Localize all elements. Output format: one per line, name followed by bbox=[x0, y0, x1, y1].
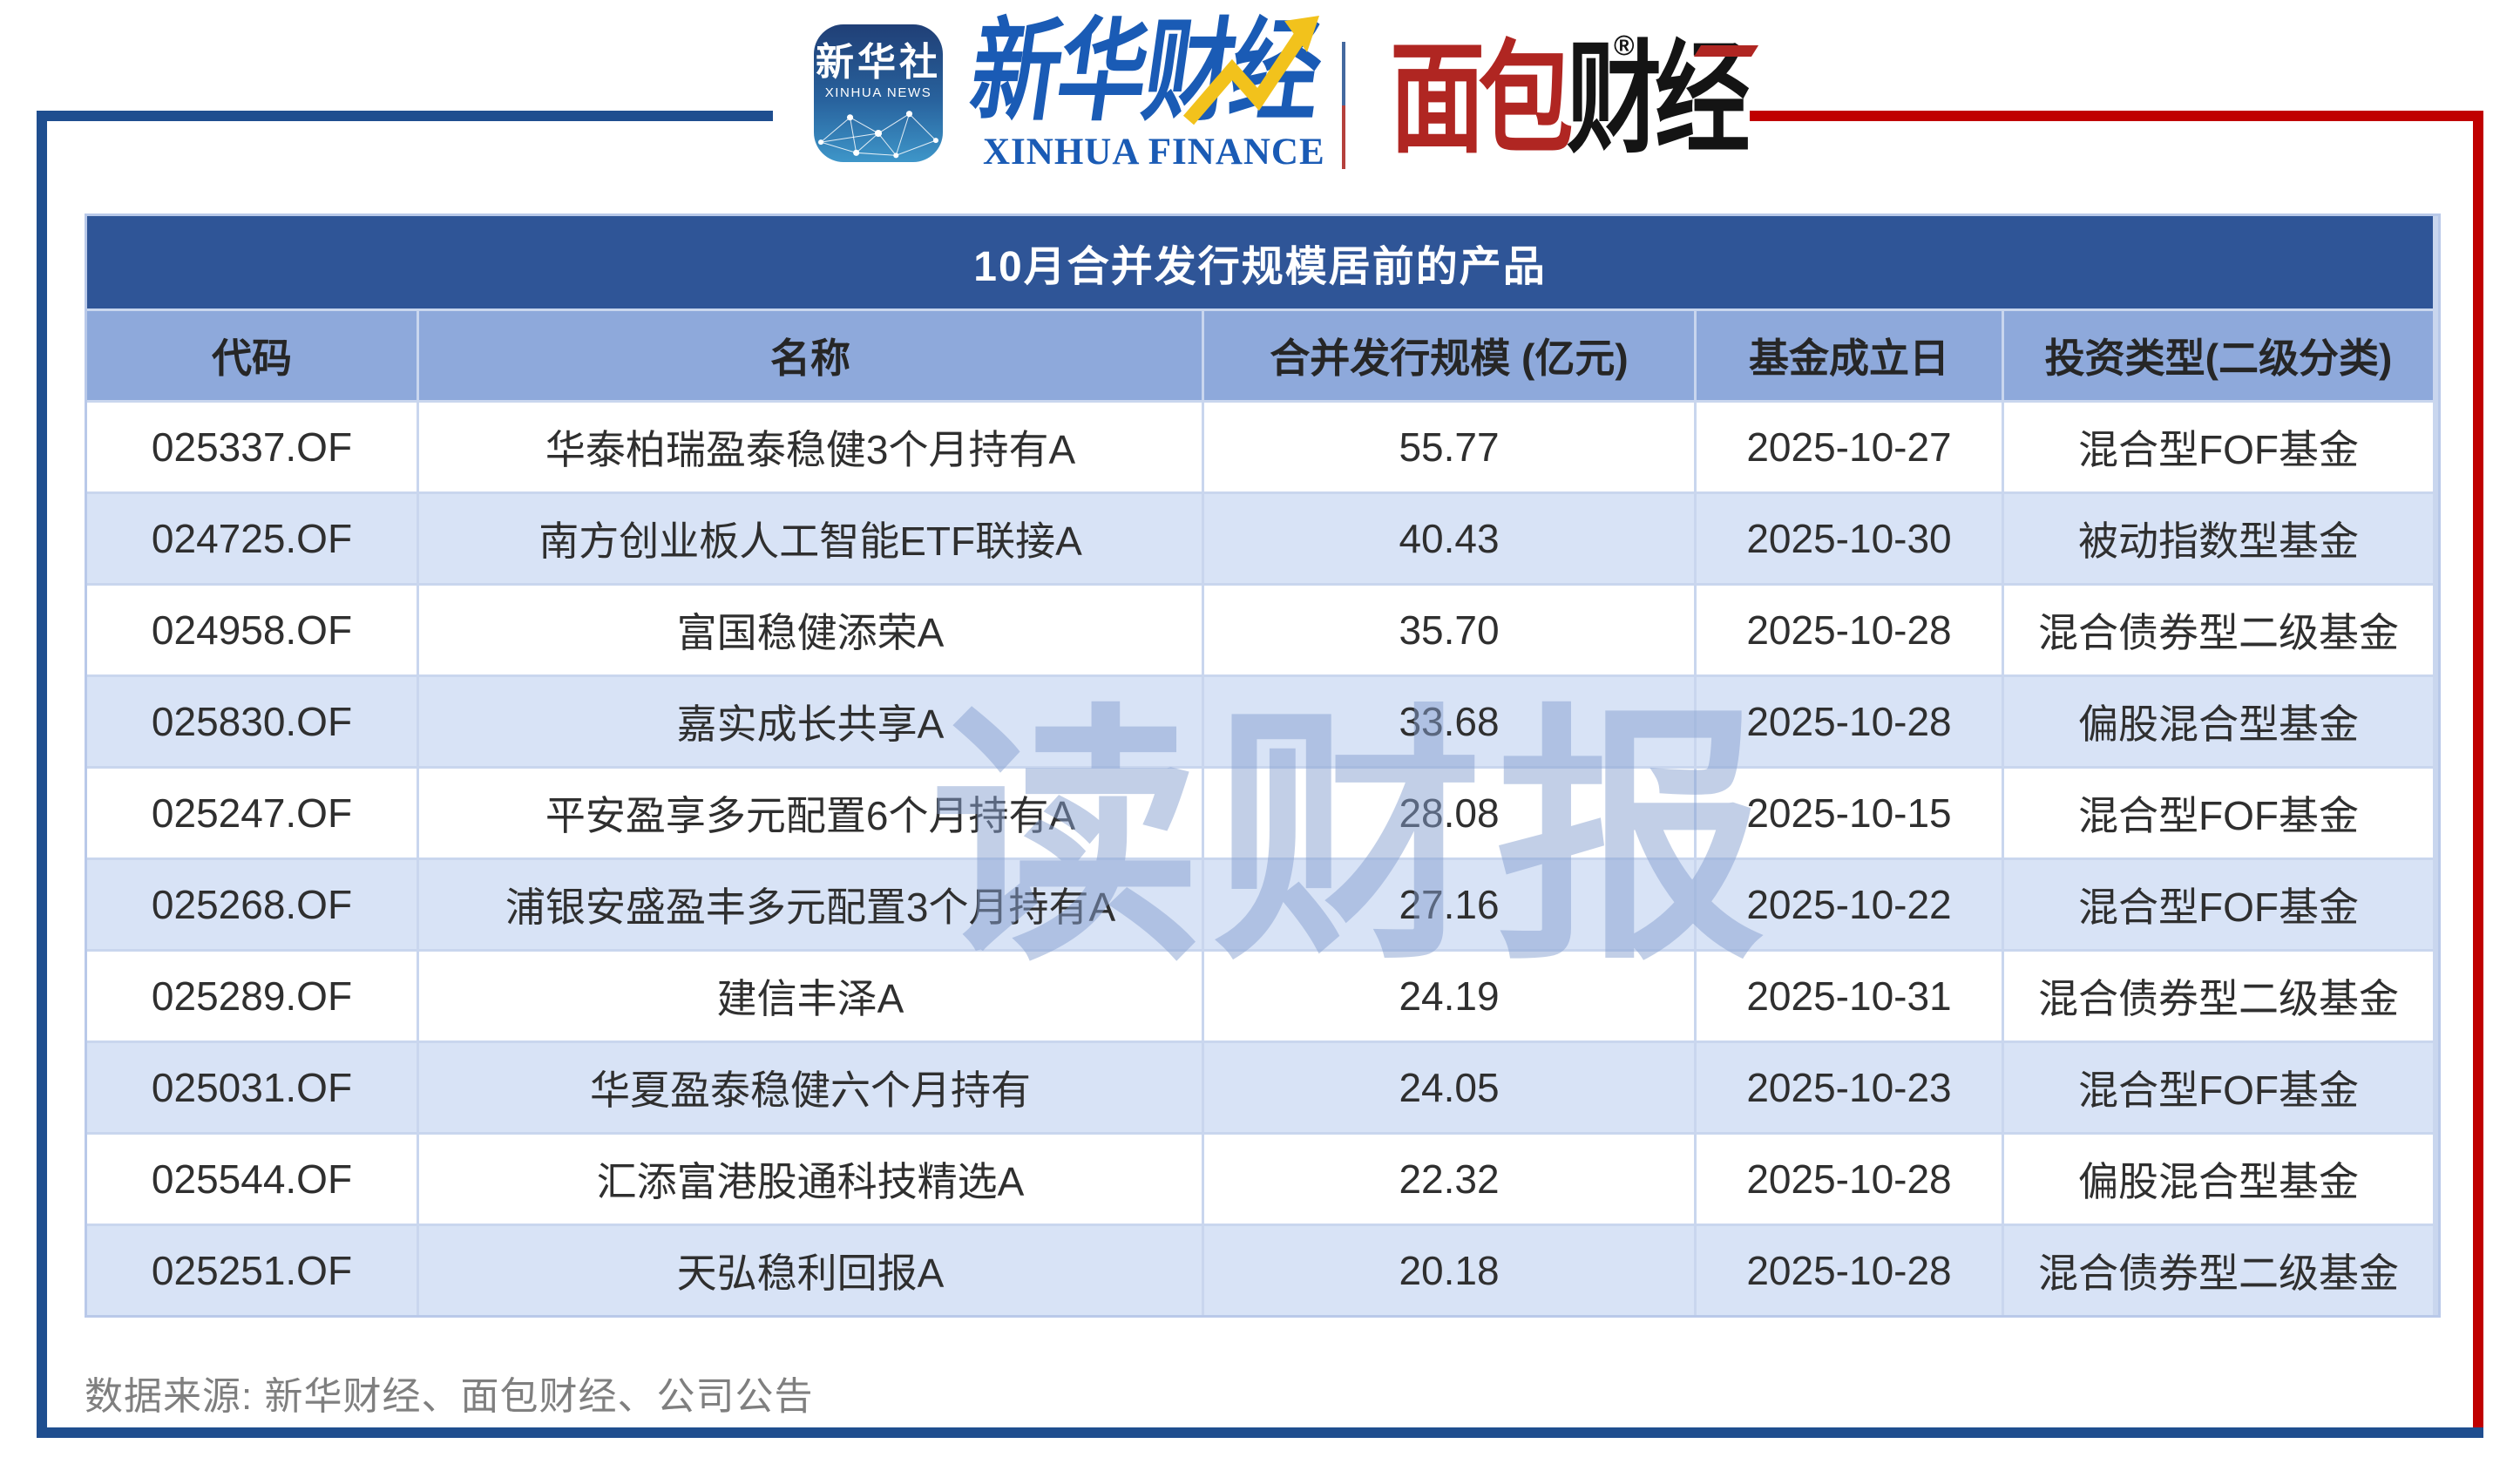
cell-name: 富国稳健添荣A bbox=[419, 586, 1202, 674]
column-header-category: 投资类型(二级分类) bbox=[2004, 311, 2433, 400]
cell-scale: 22.32 bbox=[1204, 1135, 1694, 1224]
cell-category: 混合债券型二级基金 bbox=[2004, 1226, 2433, 1315]
logo-divider-blue bbox=[1342, 42, 1345, 105]
registered-trademark-mark: ® bbox=[1614, 30, 1635, 61]
cell-code: 025544.OF bbox=[87, 1135, 417, 1224]
network-constellation-icon bbox=[818, 111, 938, 159]
cell-name: 浦银安盛盈丰多元配置3个月持有A bbox=[419, 860, 1202, 949]
cell-name: 华夏盈泰稳健六个月持有 bbox=[419, 1043, 1202, 1132]
cell-name: 平安盈享多元配置6个月持有A bbox=[419, 769, 1202, 858]
cell-category: 混合型FOF基金 bbox=[2004, 403, 2433, 491]
cell-scale: 40.43 bbox=[1204, 494, 1694, 583]
fund-table: 10月合并发行规模居前的产品 代码 名称 合并发行规模 (亿元) 基金成立日 投… bbox=[85, 214, 2441, 1318]
logo-divider-red bbox=[1342, 105, 1345, 169]
cell-date: 2025-10-15 bbox=[1697, 769, 2002, 858]
xinhua-news-label-en: XINHUA NEWS bbox=[824, 85, 932, 101]
column-header-name: 名称 bbox=[419, 311, 1202, 400]
cell-name: 华泰柏瑞盈泰稳健3个月持有A bbox=[419, 403, 1202, 491]
frame-top-left-line bbox=[37, 111, 773, 121]
cell-category: 混合型FOF基金 bbox=[2004, 860, 2433, 949]
frame-top-right-line bbox=[1750, 111, 2483, 121]
cell-date: 2025-10-30 bbox=[1697, 494, 2002, 583]
xinhua-finance-caption: XINHUA FINANCE bbox=[983, 132, 1325, 173]
cell-date: 2025-10-31 bbox=[1697, 952, 2002, 1041]
cell-scale: 24.19 bbox=[1204, 952, 1694, 1041]
table-title: 10月合并发行规模居前的产品 bbox=[87, 216, 2433, 308]
cell-date: 2025-10-28 bbox=[1697, 1135, 2002, 1224]
cell-scale: 33.68 bbox=[1204, 677, 1694, 766]
column-header-scale: 合并发行规模 (亿元) bbox=[1204, 311, 1694, 400]
cell-category: 混合债券型二级基金 bbox=[2004, 586, 2433, 674]
cell-category: 混合型FOF基金 bbox=[2004, 1043, 2433, 1132]
lightning-arrow-icon bbox=[1182, 16, 1319, 125]
logo-red-accent bbox=[1693, 45, 1759, 57]
frame-right-line bbox=[2473, 111, 2483, 1428]
cell-category: 混合型FOF基金 bbox=[2004, 769, 2433, 858]
mianbao-caijing-red-text: 面包 bbox=[1390, 31, 1574, 167]
cell-category: 被动指数型基金 bbox=[2004, 494, 2433, 583]
cell-date: 2025-10-28 bbox=[1697, 677, 2002, 766]
frame-bottom-line bbox=[37, 1427, 2483, 1438]
cell-code: 025031.OF bbox=[87, 1043, 417, 1132]
xinhua-news-logo-icon: 新华社 XINHUA NEWS bbox=[814, 24, 943, 162]
logo-divider bbox=[1342, 42, 1345, 169]
cell-code: 025337.OF bbox=[87, 403, 417, 491]
cell-scale: 28.08 bbox=[1204, 769, 1694, 858]
data-source-note: 数据来源: 新华财经、面包财经、公司公告 bbox=[85, 1375, 814, 1418]
cell-scale: 20.18 bbox=[1204, 1226, 1694, 1315]
column-header-code: 代码 bbox=[87, 311, 417, 400]
cell-name: 嘉实成长共享A bbox=[419, 677, 1202, 766]
cell-code: 025830.OF bbox=[87, 677, 417, 766]
cell-code: 024725.OF bbox=[87, 494, 417, 583]
brand-header: 新华社 XINHUA NEWS 新华财经 XINHUA FINANCE bbox=[0, 0, 2520, 200]
cell-name: 天弘稳利回报A bbox=[419, 1226, 1202, 1315]
cell-code: 024958.OF bbox=[87, 586, 417, 674]
cell-date: 2025-10-28 bbox=[1697, 1226, 2002, 1315]
cell-name: 建信丰泽A bbox=[419, 952, 1202, 1041]
mianbao-caijing-logo: 面包财经 bbox=[1390, 35, 1750, 163]
cell-name: 汇添富港股通科技精选A bbox=[419, 1135, 1202, 1224]
cell-date: 2025-10-28 bbox=[1697, 586, 2002, 674]
cell-name: 南方创业板人工智能ETF联接A bbox=[419, 494, 1202, 583]
cell-code: 025247.OF bbox=[87, 769, 417, 858]
cell-date: 2025-10-22 bbox=[1697, 860, 2002, 949]
cell-code: 025289.OF bbox=[87, 952, 417, 1041]
xinhua-news-label-cn: 新华社 bbox=[816, 41, 941, 84]
cell-scale: 55.77 bbox=[1204, 403, 1694, 491]
cell-scale: 24.05 bbox=[1204, 1043, 1694, 1132]
cell-scale: 27.16 bbox=[1204, 860, 1694, 949]
cell-scale: 35.70 bbox=[1204, 586, 1694, 674]
cell-category: 偏股混合型基金 bbox=[2004, 1135, 2433, 1224]
cell-date: 2025-10-27 bbox=[1697, 403, 2002, 491]
cell-category: 混合债券型二级基金 bbox=[2004, 952, 2433, 1041]
frame-left-line bbox=[37, 111, 47, 1436]
column-header-date: 基金成立日 bbox=[1697, 311, 2002, 400]
cell-category: 偏股混合型基金 bbox=[2004, 677, 2433, 766]
cell-code: 025268.OF bbox=[87, 860, 417, 949]
cell-date: 2025-10-23 bbox=[1697, 1043, 2002, 1132]
cell-code: 025251.OF bbox=[87, 1226, 417, 1315]
